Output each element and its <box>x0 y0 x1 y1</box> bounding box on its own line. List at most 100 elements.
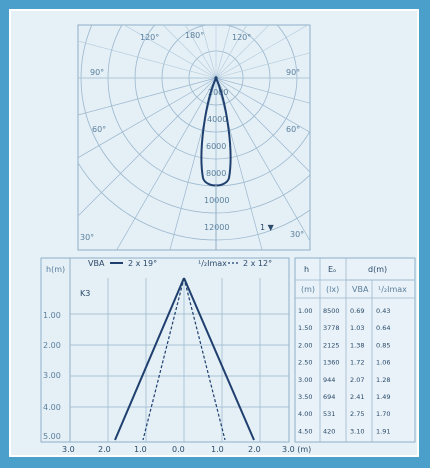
x-tick-1: 3.0 <box>62 445 75 454</box>
polar-radial-upper <box>215 25 270 79</box>
table-cell: 1.28 <box>376 376 390 384</box>
polar-radial <box>78 77 217 217</box>
intensity-label-6000: 6000 <box>206 142 226 151</box>
table-cell: 4.50 <box>298 427 312 435</box>
table-cell: 1.91 <box>376 427 390 435</box>
polar-radial <box>215 77 310 173</box>
table-cell: 2.00 <box>298 341 312 349</box>
polar-radial <box>215 77 310 133</box>
angle-label-90-right: 90° <box>286 68 300 77</box>
table-cell: 2.50 <box>298 359 312 367</box>
cone-frame <box>40 257 290 443</box>
table-cell: 1.38 <box>350 341 364 349</box>
y-tick-2: 2.00 <box>43 341 61 350</box>
polar-radial <box>78 77 217 116</box>
table-frame <box>294 257 416 443</box>
y-tick-4: 4.00 <box>43 403 61 412</box>
light-source-point <box>214 76 218 80</box>
y-tick-1: 1.00 <box>43 311 61 320</box>
table-unit-e0: (lx) <box>326 285 339 294</box>
polar-radial-upper <box>201 25 217 79</box>
angle-label-30-right: 30° <box>290 230 304 239</box>
illuminance-table: h Eₒ d(m) (m) (lx) VBA ¹/₂Imax 1.00 8500 0… <box>294 257 416 443</box>
legend-solid-value: 2 x 19° <box>128 259 157 268</box>
table-cell: 0.85 <box>376 341 390 349</box>
table-cell: 1.70 <box>376 410 390 418</box>
table-cell: 1.06 <box>376 359 390 367</box>
table-cell: 1360 <box>323 359 340 367</box>
angle-label-30-left: 30° <box>80 233 94 242</box>
table-cell: 420 <box>323 427 335 435</box>
x-tick-2: 2.0 <box>98 445 111 454</box>
table-cell: 3.00 <box>298 376 312 384</box>
table-cell: 8500 <box>323 307 340 315</box>
intensity-label-8000: 8000 <box>206 169 226 178</box>
table-header-d: d(m) <box>368 265 387 274</box>
table-cell: 1.50 <box>298 324 312 332</box>
table-header-e0: Eₒ <box>328 265 336 274</box>
angle-label-top-center: 180° <box>185 31 204 40</box>
cone-solid-left <box>114 277 185 441</box>
cone-grid <box>70 278 289 442</box>
table-unit-half-imax: ¹/₂Imax <box>378 285 407 294</box>
cone-tag: K3 <box>80 289 90 298</box>
table-cell: 1.49 <box>376 393 390 401</box>
table-cell: 1.00 <box>298 307 312 315</box>
intensity-label-12000: 12000 <box>204 223 229 232</box>
polar-radial-upper <box>185 25 217 79</box>
polar-radial <box>215 77 310 104</box>
table-cell: 3778 <box>323 324 340 332</box>
table-cell: 3.50 <box>298 393 312 401</box>
polar-radial-upper <box>162 25 217 79</box>
table-cell: 2125 <box>323 341 340 349</box>
table-cell: 3.10 <box>350 427 364 435</box>
angle-label-60-left: 60° <box>92 125 106 134</box>
x-tick-4: 0.0 <box>172 445 185 454</box>
x-tick-5: 1.0 <box>211 445 224 454</box>
legend-dashed-label: ¹/₂Imax <box>198 259 227 268</box>
table-unit-vba: VBA <box>352 285 369 294</box>
table-cell: 2.41 <box>350 393 364 401</box>
table-cell: 694 <box>323 393 335 401</box>
table-rows: 1.00 8500 0.69 0.43 1.50 3778 1.03 0.64 2.00 2125… <box>298 307 390 435</box>
table-cell: 0.64 <box>376 324 390 332</box>
cone-dashed-right <box>183 277 226 441</box>
legend-dashed-value: 2 x 12° <box>243 259 272 268</box>
table-cell: 2.07 <box>350 376 364 384</box>
table-cell: 0.69 <box>350 307 364 315</box>
y-tick-3: 3.00 <box>43 371 61 380</box>
table-cell: 4.00 <box>298 410 312 418</box>
table-cell: 2.75 <box>350 410 364 418</box>
corner-mark: 1 ▼ <box>260 223 275 232</box>
angle-label-top-left: 120° <box>140 33 159 42</box>
table-header-h: h <box>304 265 309 274</box>
intensity-label-2000: 2000 <box>208 88 228 97</box>
polar-radial-upper <box>123 25 217 79</box>
x-tick-3: 1.0 <box>134 445 147 454</box>
x-tick-6: 2.0 <box>248 445 261 454</box>
angle-label-90-left: 90° <box>90 68 104 77</box>
polar-radial-upper <box>215 25 247 79</box>
y-tick-5: 5.00 <box>43 432 61 441</box>
cone-diagram: h(m) VBA 2 x 19° ¹/₂Imax 2 x 12° K3 1.00… <box>40 257 311 454</box>
table-cell: 531 <box>323 410 335 418</box>
polar-radial-upper <box>78 40 217 79</box>
legend-solid-label: VBA <box>88 259 105 268</box>
x-tick-7: 3.0 (m) <box>282 445 311 454</box>
polar-radial-upper <box>215 52 310 79</box>
cone-solid-right <box>183 277 255 441</box>
intensity-label-4000: 4000 <box>207 115 227 124</box>
polar-radial-upper <box>215 25 309 79</box>
polar-radial <box>78 77 217 159</box>
polar-diagram: 120° 180° 120° 90° 90° 60° 60° 30° 30° 2… <box>77 24 311 251</box>
angle-label-60-right: 60° <box>286 125 300 134</box>
intensity-label-10000: 10000 <box>204 196 229 205</box>
table-cell: 944 <box>323 376 335 384</box>
y-axis-label: h(m) <box>46 265 65 274</box>
table-cell: 1.72 <box>350 359 364 367</box>
angle-label-top-right: 120° <box>232 33 251 42</box>
polar-radial <box>215 77 310 242</box>
cone-dashed-left <box>142 277 185 441</box>
table-cell: 1.03 <box>350 324 364 332</box>
